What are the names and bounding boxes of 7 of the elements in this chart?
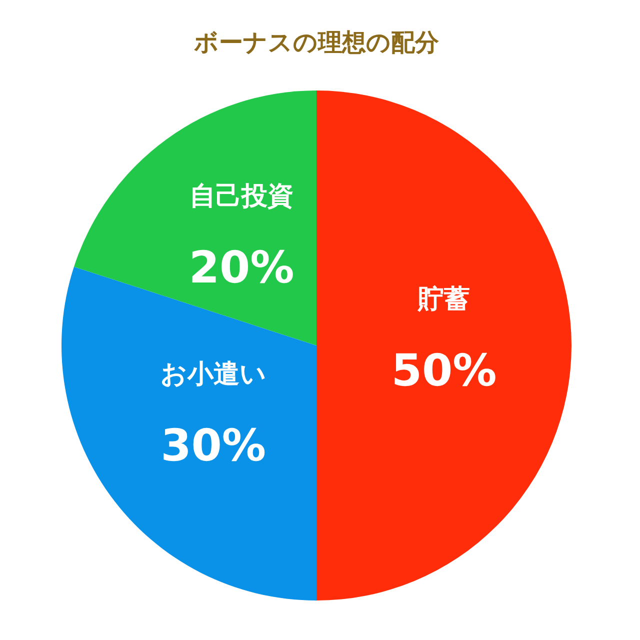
chart-title: ボーナスの理想の配分	[193, 28, 440, 56]
slice-label: 貯蓄	[417, 284, 470, 315]
data-label: 50%	[391, 346, 497, 396]
data-label: 30%	[160, 420, 266, 472]
slice-label: 自己投資	[190, 181, 294, 212]
slice-label: お小遣い	[160, 360, 266, 390]
data-label: 20%	[188, 242, 294, 294]
